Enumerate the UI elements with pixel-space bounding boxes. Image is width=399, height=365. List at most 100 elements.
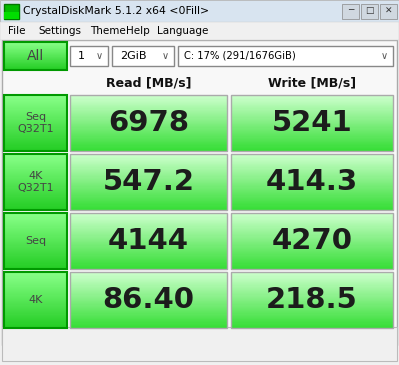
- Bar: [4, 318, 67, 319]
- Bar: [4, 66, 67, 67]
- Bar: [70, 261, 227, 262]
- Bar: [4, 105, 67, 106]
- Bar: [231, 171, 393, 172]
- Bar: [70, 242, 227, 243]
- Text: ✕: ✕: [385, 7, 392, 15]
- Bar: [70, 95, 227, 151]
- Bar: [231, 288, 393, 289]
- Bar: [4, 119, 67, 120]
- Bar: [70, 319, 227, 320]
- Bar: [4, 225, 67, 226]
- Text: 1: 1: [78, 51, 85, 61]
- Bar: [70, 102, 227, 103]
- Bar: [231, 298, 393, 299]
- Bar: [231, 314, 393, 315]
- Bar: [231, 231, 393, 232]
- Bar: [231, 261, 393, 262]
- Text: ∨: ∨: [380, 51, 387, 61]
- Bar: [231, 166, 393, 168]
- Bar: [70, 312, 227, 314]
- Bar: [4, 182, 67, 183]
- Text: Seq: Seq: [25, 236, 46, 246]
- Bar: [4, 95, 67, 96]
- Bar: [4, 227, 67, 229]
- Bar: [4, 275, 67, 276]
- Bar: [70, 323, 227, 324]
- Bar: [70, 157, 227, 158]
- Bar: [4, 226, 67, 227]
- Bar: [4, 284, 67, 285]
- Bar: [231, 249, 393, 250]
- Bar: [70, 234, 227, 235]
- Bar: [231, 192, 393, 193]
- Bar: [4, 169, 67, 170]
- Bar: [70, 275, 227, 276]
- Bar: [70, 308, 227, 309]
- Bar: [70, 175, 227, 176]
- Bar: [4, 160, 67, 161]
- Text: Language: Language: [157, 26, 209, 36]
- Bar: [231, 316, 393, 317]
- Text: C: 17% (291/1676GiB): C: 17% (291/1676GiB): [184, 51, 296, 61]
- Bar: [231, 295, 393, 296]
- Bar: [70, 98, 227, 100]
- Bar: [231, 103, 393, 104]
- Bar: [4, 46, 67, 47]
- Bar: [4, 53, 67, 54]
- Bar: [231, 155, 393, 156]
- Bar: [4, 103, 67, 104]
- Bar: [4, 63, 67, 64]
- Bar: [4, 317, 67, 318]
- Bar: [231, 265, 393, 266]
- Bar: [231, 260, 393, 261]
- Bar: [231, 200, 393, 201]
- Bar: [4, 193, 67, 194]
- Bar: [4, 214, 67, 215]
- Bar: [4, 311, 67, 312]
- Bar: [70, 298, 227, 299]
- Bar: [231, 158, 393, 160]
- Bar: [70, 224, 227, 225]
- Bar: [4, 205, 67, 207]
- Bar: [70, 133, 227, 134]
- Bar: [70, 106, 227, 107]
- Bar: [4, 157, 67, 158]
- Bar: [4, 278, 67, 279]
- Bar: [231, 145, 393, 146]
- Bar: [4, 122, 67, 123]
- Bar: [4, 62, 67, 63]
- Bar: [231, 188, 393, 189]
- Bar: [4, 183, 67, 184]
- Bar: [231, 308, 393, 309]
- Bar: [70, 260, 227, 261]
- Bar: [231, 175, 393, 176]
- Bar: [4, 202, 67, 203]
- Bar: [231, 110, 393, 111]
- Bar: [70, 317, 227, 318]
- Bar: [231, 299, 393, 300]
- Bar: [231, 242, 393, 243]
- Bar: [231, 215, 393, 216]
- Bar: [70, 177, 227, 178]
- Bar: [231, 250, 393, 251]
- Bar: [4, 203, 67, 204]
- Bar: [231, 105, 393, 106]
- Bar: [70, 105, 227, 106]
- Bar: [4, 322, 67, 323]
- Bar: [231, 216, 393, 218]
- Text: 218.5: 218.5: [266, 286, 358, 314]
- Bar: [4, 320, 67, 321]
- Bar: [4, 314, 67, 315]
- Bar: [4, 162, 67, 163]
- Bar: [4, 220, 67, 221]
- Bar: [4, 243, 67, 244]
- Bar: [4, 133, 67, 134]
- Bar: [70, 250, 227, 251]
- Bar: [4, 208, 67, 209]
- Bar: [70, 299, 227, 300]
- Bar: [231, 96, 393, 97]
- Bar: [70, 104, 227, 105]
- Bar: [4, 125, 67, 126]
- Bar: [231, 114, 393, 115]
- Bar: [4, 279, 67, 280]
